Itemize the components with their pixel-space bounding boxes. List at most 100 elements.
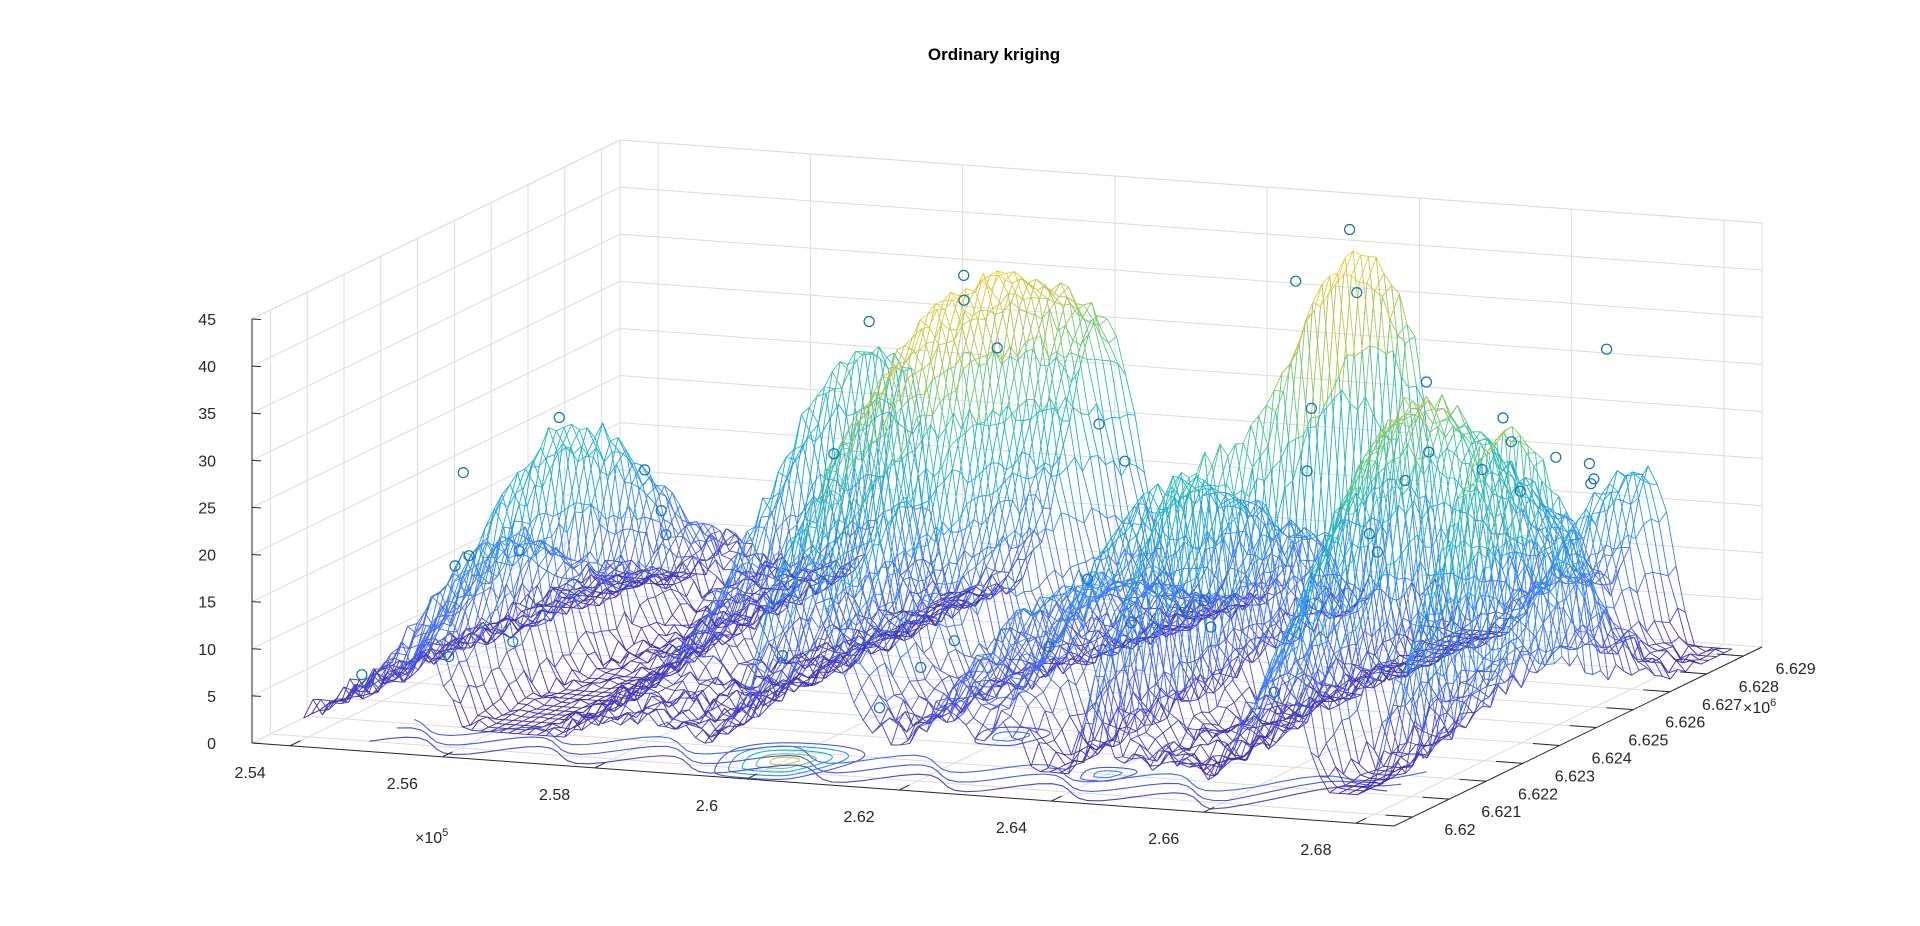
mesh-segment (1097, 455, 1108, 519)
mesh-segment (985, 566, 994, 572)
mesh-segment (625, 573, 634, 578)
mesh-segment (1638, 621, 1649, 646)
mesh-segment (1374, 290, 1383, 297)
mesh-segment (711, 525, 723, 556)
mesh-segment (1613, 547, 1622, 550)
mesh-segment (1652, 571, 1661, 575)
mesh-segment (1090, 455, 1099, 458)
mesh-segment (1318, 586, 1327, 597)
mesh-segment (1363, 414, 1374, 528)
mesh-segment (1611, 567, 1621, 584)
mesh-segment (1108, 335, 1117, 344)
mesh-segment (1639, 465, 1649, 480)
mesh-segment (1092, 319, 1102, 337)
mesh-segment (1632, 471, 1641, 480)
mesh-segment (1677, 669, 1686, 673)
mesh-segment (689, 521, 698, 524)
contour-line (991, 731, 1031, 742)
mesh-segment (857, 474, 869, 528)
mesh-segment (1047, 330, 1058, 366)
mesh-segment (1598, 544, 1607, 554)
mesh-segment (1115, 336, 1127, 376)
mesh-segment (677, 523, 688, 535)
mesh-segment (1019, 454, 1030, 515)
grid-line (898, 610, 1268, 791)
grid-line (343, 697, 1487, 782)
mesh-segment (957, 590, 968, 594)
mesh-segment (1706, 648, 1716, 657)
mesh-segment (1134, 415, 1145, 473)
mesh-segment (907, 568, 919, 595)
mesh-segment (1703, 646, 1714, 649)
mesh-segment (1714, 647, 1723, 650)
mesh-segment (1417, 495, 1426, 499)
mesh-segment (1582, 539, 1593, 570)
grid-line (619, 375, 1763, 460)
mesh-segment (1403, 595, 1414, 642)
mesh-segment (1057, 296, 1068, 332)
mesh-segment (1270, 553, 1279, 558)
mesh-segment (1553, 536, 1562, 542)
mesh-segment (1064, 310, 1075, 326)
mesh-segment (967, 584, 978, 602)
mesh-segment (1083, 301, 1092, 306)
grid-line (1355, 643, 1725, 824)
mesh-segment (1377, 347, 1388, 480)
mesh-segment (1699, 659, 1709, 661)
mesh-segment (1640, 639, 1649, 647)
mesh-segment (1366, 282, 1375, 292)
mesh-segment (1006, 464, 1015, 471)
mesh-segment (1110, 360, 1119, 364)
mesh-segment (802, 570, 813, 583)
mesh-segment (974, 596, 984, 607)
mesh-segment (699, 559, 708, 561)
mesh-segment (1358, 256, 1369, 283)
mesh-segment (1215, 600, 1225, 612)
mesh-segment (1596, 572, 1605, 576)
mesh-segment (733, 573, 743, 586)
grid-line (619, 327, 1763, 412)
mesh-segment (1626, 474, 1635, 477)
mesh-segment (684, 539, 695, 558)
mesh-segment (693, 523, 704, 541)
grid-line (251, 186, 621, 367)
mesh-segment (657, 575, 667, 590)
mesh-segment (727, 533, 736, 546)
mesh-segment (1651, 518, 1660, 523)
mesh-segment (730, 559, 741, 573)
mesh-segment (924, 589, 936, 605)
mesh-segment (1108, 343, 1119, 364)
mesh-segment (1665, 646, 1674, 650)
mesh-segment (1002, 535, 1012, 549)
mesh-segment (1618, 476, 1627, 493)
mesh-segment (746, 553, 755, 558)
mesh-segment (1615, 476, 1626, 499)
mesh-segment (1663, 642, 1674, 648)
mesh-segment (1666, 650, 1677, 661)
mesh-segment (1284, 555, 1295, 576)
mesh-segment (1125, 375, 1136, 416)
mesh-segment (1677, 607, 1686, 613)
mesh-segment (1619, 534, 1629, 543)
mesh-segment (1700, 659, 1709, 665)
mesh-segment (1438, 636, 1447, 642)
mesh-segment (1280, 519, 1292, 531)
mesh-segment (920, 420, 931, 511)
mesh-segment (1145, 504, 1155, 524)
mesh-segment (659, 571, 668, 582)
mesh-segment (1391, 285, 1402, 377)
mesh-segment (1658, 650, 1668, 660)
mesh-segment (1590, 512, 1601, 555)
mesh-segment (704, 534, 715, 540)
mesh-segment (755, 553, 765, 576)
mesh-segment (1559, 527, 1568, 533)
mesh-segment (698, 539, 707, 543)
mesh-segment (1590, 552, 1599, 556)
mesh-segment (1386, 479, 1397, 601)
mesh-segment (1658, 511, 1667, 523)
mesh-segment (1040, 364, 1049, 367)
mesh-segment (1666, 511, 1677, 567)
mesh-segment (1605, 544, 1615, 550)
mesh-segment (712, 525, 721, 532)
mesh-segment (1027, 494, 1036, 496)
